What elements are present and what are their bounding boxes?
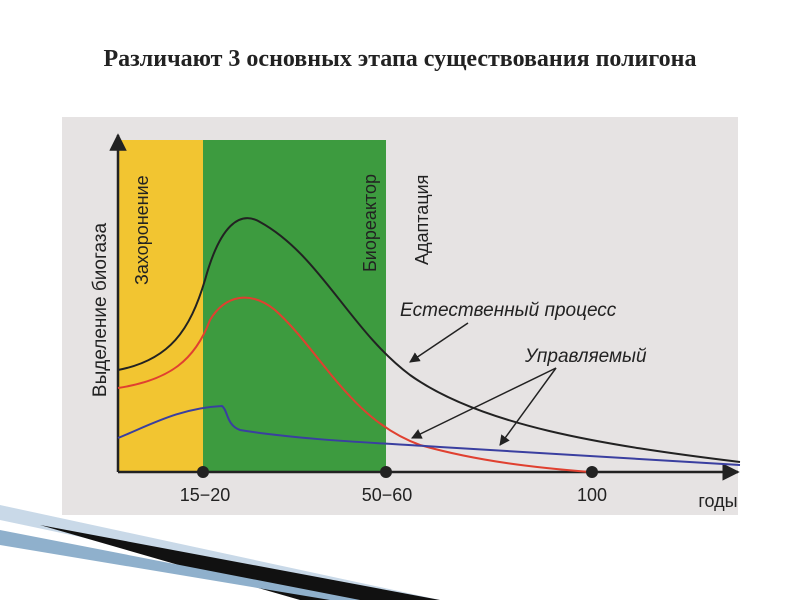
x-axis-label: годы <box>698 491 737 511</box>
decor <box>0 505 440 600</box>
axis-dot <box>380 466 392 478</box>
x-tick-label: 50−60 <box>362 485 413 505</box>
arrow <box>409 322 469 363</box>
axis-dot <box>197 466 209 478</box>
slide-title: Различают 3 основных этапа существования… <box>103 46 697 72</box>
arrow <box>499 367 557 446</box>
axis-dot <box>586 466 598 478</box>
x-tick-label: 15−20 <box>180 485 231 505</box>
zone-bioreactor <box>203 140 386 472</box>
zone-label: Биореактор <box>360 174 380 272</box>
managed-curve-red <box>117 296 591 473</box>
arrow <box>411 367 557 439</box>
x-tick-label: 100 <box>577 485 607 505</box>
curve-label: Естественный процесс <box>400 300 617 321</box>
zone-label: Адаптация <box>412 175 432 265</box>
zone-burial <box>118 140 203 472</box>
decor <box>40 525 440 600</box>
y-axis-label: Выделение биогаза <box>90 222 111 397</box>
zone-label: Захоронение <box>132 175 152 285</box>
decor <box>0 530 360 600</box>
managed-curve-blue <box>117 404 741 466</box>
natural-curve <box>117 217 741 463</box>
curve-label: Управляемый <box>524 346 647 367</box>
